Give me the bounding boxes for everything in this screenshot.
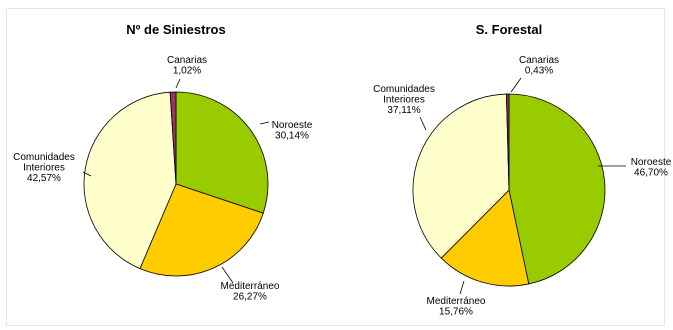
pie-slice-noroeste <box>508 93 606 285</box>
pie-slice-mediterraneo <box>440 189 530 287</box>
pie-chart-s-forestal: S. Forestal Noroeste 46,70% Mediterráneo 15,… <box>373 22 672 318</box>
pie-slice-noroeste <box>175 91 269 214</box>
pie-slice-comunidades <box>412 93 510 259</box>
pie-slice-canarias <box>505 93 510 191</box>
leader-line <box>259 121 270 125</box>
slice-label-comunidades: Comunidades Interiores 37,11% <box>373 84 435 116</box>
slice-label-noroeste: Noroeste 46,70% <box>631 157 672 179</box>
leader-line <box>510 77 522 93</box>
figure-border <box>6 8 665 326</box>
pie-slice-comunidades <box>83 91 177 270</box>
leader-line <box>459 280 465 295</box>
leader-line <box>221 266 234 284</box>
leader-line <box>82 171 92 177</box>
slice-label-canarias: Canarias 0,43% <box>519 55 559 77</box>
chart-title: S. Forestal <box>476 22 542 37</box>
slice-label-mediterraneo: Mediterráneo 15,76% <box>427 296 486 318</box>
pie-slice-canarias <box>169 91 177 185</box>
pie-slice-mediterraneo <box>139 183 264 277</box>
pie-chart-n-de-siniestros: Nº de Siniestros Noroeste 30,14% Mediterrán… <box>13 22 313 303</box>
slice-label-noroeste: Noroeste 30,14% <box>272 120 313 142</box>
slice-label-canarias: Canarias 1,02% <box>167 55 207 77</box>
slice-label-mediterraneo: Mediterráneo 26,27% <box>221 281 280 303</box>
leader-line <box>419 116 427 131</box>
leader-line <box>175 78 181 89</box>
chart-title: Nº de Siniestros <box>126 22 225 37</box>
slice-label-comunidades: Comunidades Interiores 42,57% <box>13 152 75 184</box>
